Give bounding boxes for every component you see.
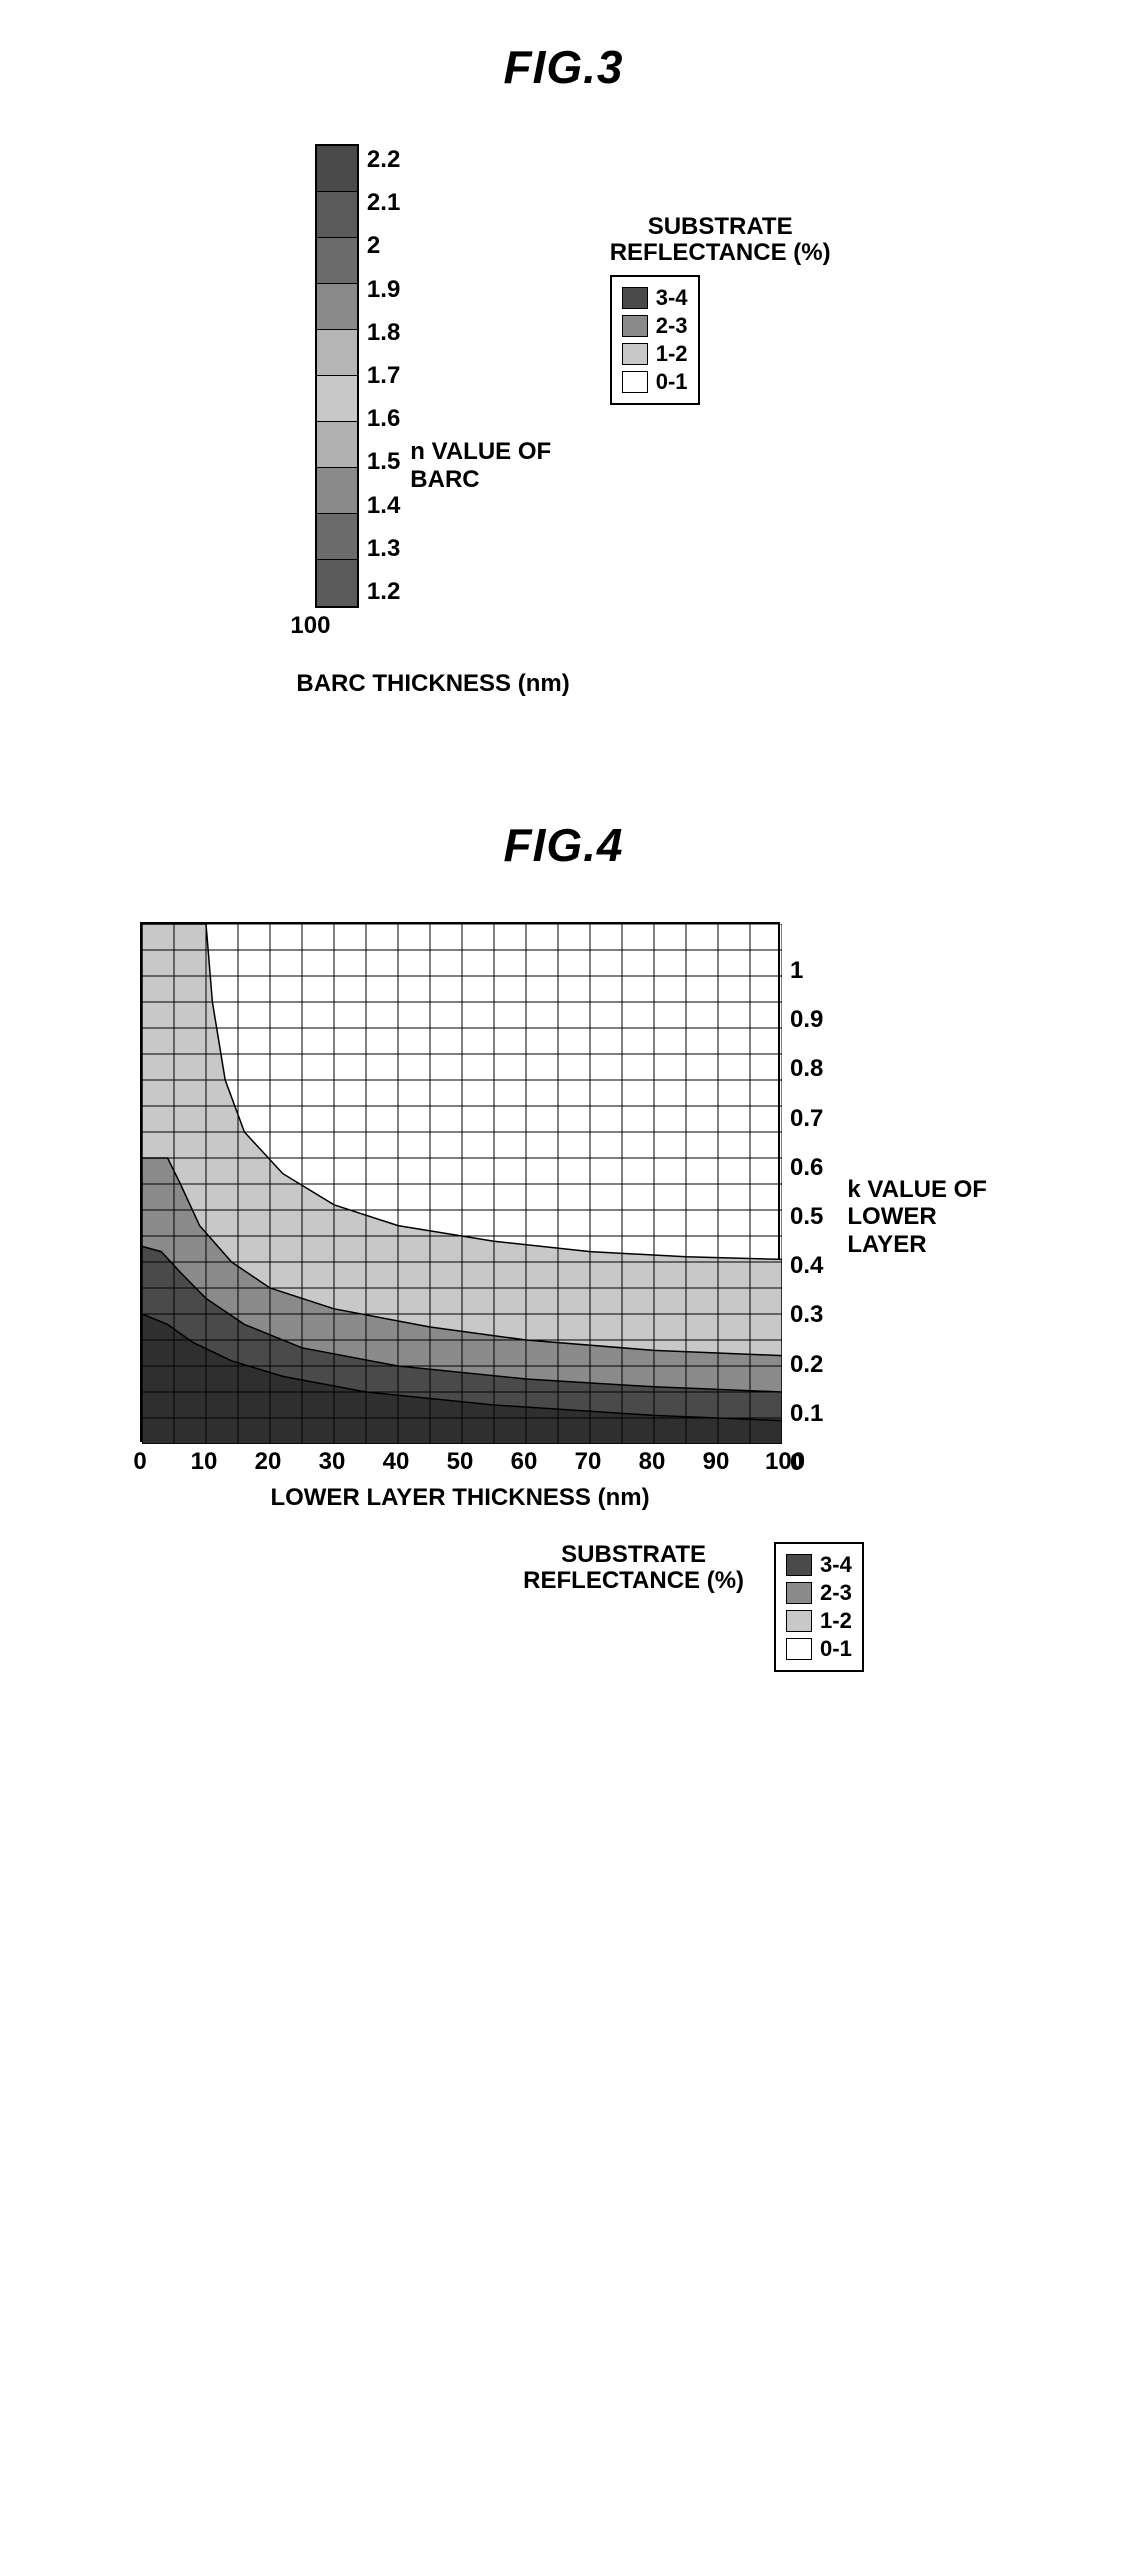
colorbar-cell	[317, 560, 357, 606]
colorbar-cell	[317, 146, 357, 192]
colorbar-tick: 1.2	[367, 578, 400, 606]
legend-item: 3-4	[786, 1552, 852, 1578]
legend-item: 2-3	[622, 313, 688, 339]
colorbar-cell	[317, 376, 357, 422]
legend-item: 0-1	[622, 369, 688, 395]
colorbar-cell	[317, 422, 357, 468]
x-tick: 20	[253, 1448, 283, 1476]
legend-item: 2-3	[786, 1580, 852, 1606]
legend-label: 2-3	[820, 1580, 852, 1606]
colorbar-tick: 1.9	[367, 276, 400, 304]
colorbar-cell	[317, 238, 357, 284]
colorbar-cell	[317, 468, 357, 514]
legend-label: 0-1	[656, 369, 688, 395]
legend-box: 3-42-31-20-1	[774, 1542, 864, 1672]
legend-label: 3-4	[656, 285, 688, 311]
legend-label: 3-4	[820, 1552, 852, 1578]
colorbar-cell	[317, 330, 357, 376]
legend-label: 1-2	[656, 341, 688, 367]
x-tick: 30	[317, 1448, 347, 1476]
legend-item: 1-2	[622, 341, 688, 367]
colorbar-row: 2.2 2.1 2 1.9 1.8 1.7 1.6 1.5 1.4 1.3 1.2 n VALUE …	[315, 144, 551, 608]
colorbar-tick: 2	[367, 232, 400, 260]
legend-item: 0-1	[786, 1636, 852, 1662]
colorbar-tick: 2.1	[367, 189, 400, 217]
y-ticks: 00.10.20.30.40.50.60.70.80.91	[790, 957, 823, 1477]
y-axis-label: k VALUE OFLOWERLAYER	[847, 1176, 987, 1259]
legend-item: 1-2	[786, 1608, 852, 1634]
legend-swatch	[622, 371, 648, 393]
x-tick: 70	[573, 1448, 603, 1476]
colorbar	[315, 144, 359, 608]
contour-plot	[140, 922, 780, 1442]
figure-4-body: 0 10 20 30 40 50 60 70 80 90 100 LOWER LAYER THICK…	[60, 922, 1067, 1672]
x-tick: 10	[189, 1448, 219, 1476]
figure-3: FIG.3 2.2 2.1 2 1.9 1.8 1.7 1.6 1.5 1.4 1.3 1.2 n …	[60, 40, 1067, 698]
legend-label: 0-1	[820, 1636, 852, 1662]
figure-3-body: 2.2 2.1 2 1.9 1.8 1.7 1.6 1.5 1.4 1.3 1.2 n VALUE …	[60, 144, 1067, 698]
y-tick: 0.6	[790, 1154, 823, 1182]
legend-swatch	[622, 315, 648, 337]
colorbar-cell	[317, 284, 357, 330]
colorbar-x-origin: 100	[290, 612, 330, 640]
legend-title: SUBSTRATEREFLECTANCE (%)	[610, 214, 831, 267]
y-tick: 0.4	[790, 1252, 823, 1280]
legend-swatch	[786, 1582, 812, 1604]
plot-svg	[142, 924, 782, 1444]
x-axis-label: LOWER LAYER THICKNESS (nm)	[140, 1484, 780, 1512]
legend-swatch	[786, 1638, 812, 1660]
y-tick: 0.1	[790, 1400, 823, 1428]
colorbar-ticks: 2.2 2.1 2 1.9 1.8 1.7 1.6 1.5 1.4 1.3 1.2	[367, 146, 400, 606]
y-tick: 1	[790, 957, 823, 985]
colorbar-axis-label: n VALUE OFBARC	[410, 438, 551, 493]
y-tick: 0.5	[790, 1203, 823, 1231]
plot-grid	[142, 924, 782, 1444]
legend-item: 3-4	[622, 285, 688, 311]
legend-swatch	[622, 287, 648, 309]
x-tick: 60	[509, 1448, 539, 1476]
figure-4-legend-row: SUBSTRATEREFLECTANCE (%) 3-42-31-20-1	[60, 1542, 1067, 1672]
colorbar-cell	[317, 192, 357, 238]
colorbar-wrap: 2.2 2.1 2 1.9 1.8 1.7 1.6 1.5 1.4 1.3 1.2 n VALUE …	[296, 144, 569, 698]
y-tick: 0.7	[790, 1105, 823, 1133]
colorbar-tick: 1.5	[367, 448, 400, 476]
legend-label: 2-3	[656, 313, 688, 339]
colorbar-tick: 1.6	[367, 405, 400, 433]
figure-3-legend: SUBSTRATEREFLECTANCE (%) 3-42-31-20-1	[610, 214, 831, 405]
colorbar-tick: 2.2	[367, 146, 400, 174]
y-tick: 0.3	[790, 1301, 823, 1329]
colorbar-tick: 1.3	[367, 535, 400, 563]
x-tick: 90	[701, 1448, 731, 1476]
plot-wrap: 0102030405060708090100 LOWER LAYER THICK…	[140, 922, 780, 1512]
colorbar-tick: 1.4	[367, 492, 400, 520]
figure-4: FIG.4 0 10 20 30 40 50 60 70 80 90 100 LOWER LAYER…	[60, 818, 1067, 1672]
legend-box: 3-42-31-20-1	[610, 275, 700, 405]
figure-4-title: FIG.4	[60, 818, 1067, 872]
x-tick: 100	[765, 1448, 795, 1476]
legend-swatch	[786, 1610, 812, 1632]
colorbar-tick: 1.8	[367, 319, 400, 347]
x-tick: 50	[445, 1448, 475, 1476]
x-tick: 40	[381, 1448, 411, 1476]
colorbar-x-label: BARC THICKNESS (nm)	[296, 670, 569, 698]
legend-title: SUBSTRATEREFLECTANCE (%)	[523, 1542, 744, 1595]
figure-4-plot-row: 0102030405060708090100 LOWER LAYER THICK…	[140, 922, 987, 1512]
y-tick: 0.2	[790, 1351, 823, 1379]
x-tick: 80	[637, 1448, 667, 1476]
legend-swatch	[622, 343, 648, 365]
colorbar-cell	[317, 514, 357, 560]
colorbar-tick: 1.7	[367, 362, 400, 390]
legend-label: 1-2	[820, 1608, 852, 1634]
legend-swatch	[786, 1554, 812, 1576]
y-tick: 0.9	[790, 1006, 823, 1034]
y-tick: 0.8	[790, 1055, 823, 1083]
figure-3-title: FIG.3	[60, 40, 1067, 94]
x-tick: 0	[125, 1448, 155, 1476]
x-ticks: 0102030405060708090100	[140, 1448, 780, 1476]
